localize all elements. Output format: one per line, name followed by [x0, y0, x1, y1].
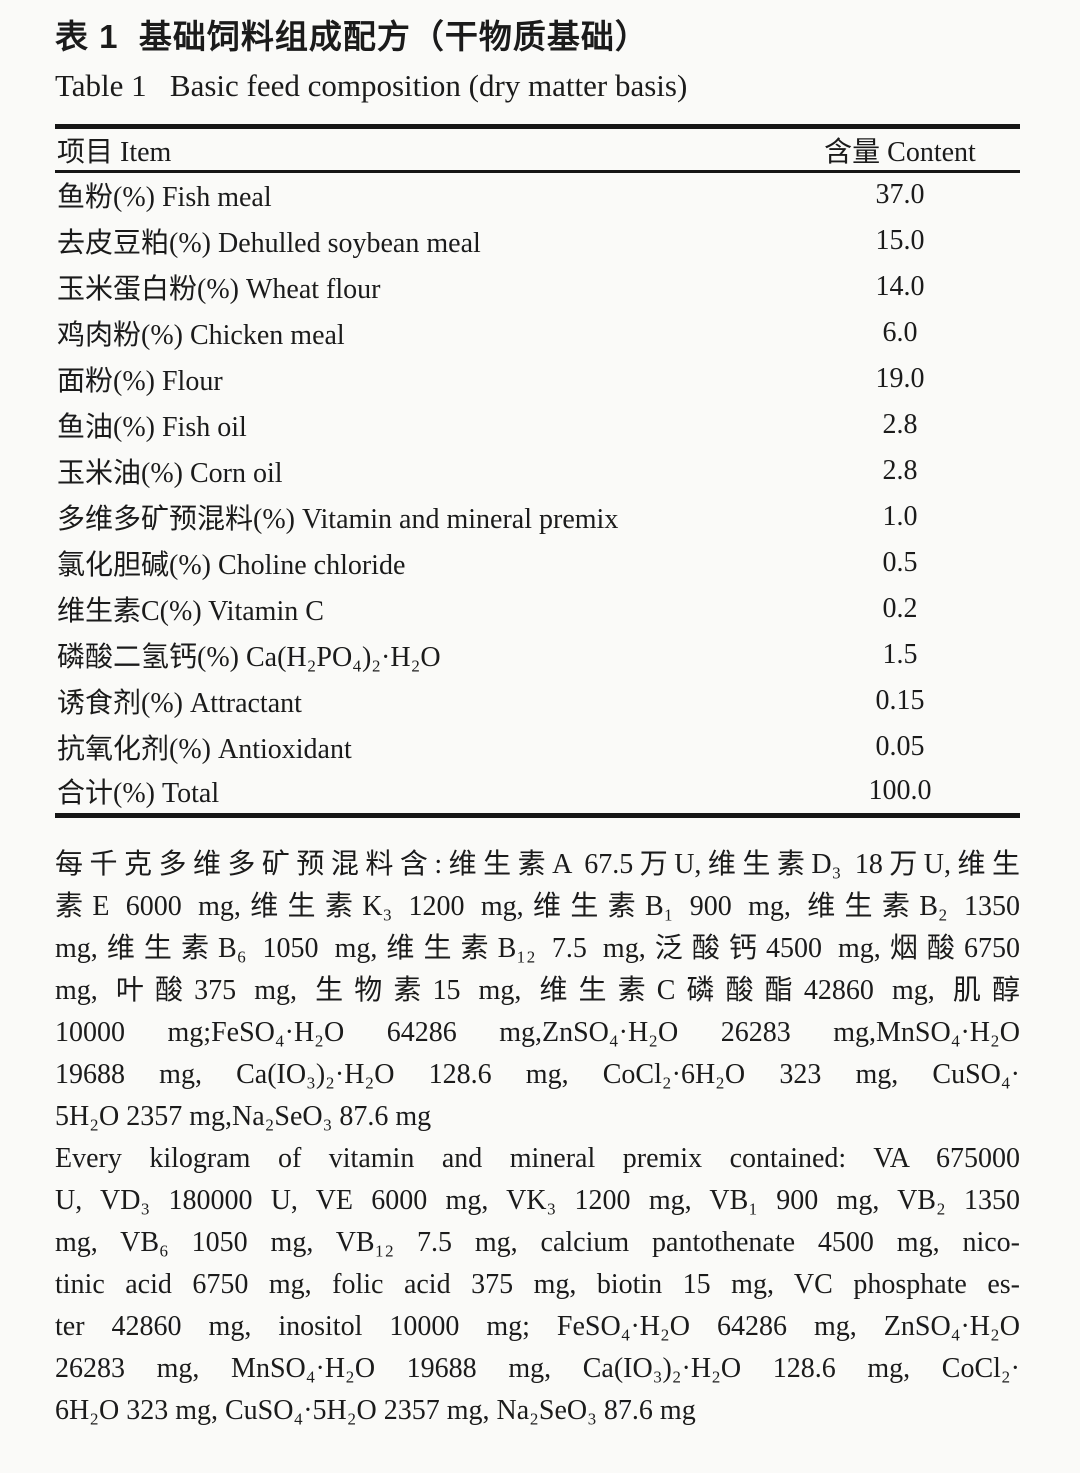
table-row: 鱼油(%) Fish oil 2.8: [55, 402, 1020, 448]
footnote-line: 素E 6000 mg,维生素K₃ 1200 mg,维生素B₁ 900 mg, 维…: [55, 891, 1020, 922]
table-row: 抗氧化剂(%) Antioxidant 0.05: [55, 724, 1020, 770]
footnote-line: ter 42860 mg, inositol 10000 mg; FeSO₄·H…: [55, 1311, 1020, 1342]
value-cell: 14.0: [875, 270, 925, 302]
item-cell: 面粉(%) Flour: [57, 365, 223, 397]
header-content: 含量 Content: [824, 136, 976, 168]
item-cell: 鱼油(%) Fish oil: [57, 411, 247, 443]
item-cell: 合计(%) Total: [57, 778, 220, 810]
header-row: 项目 Item 含量 Content: [55, 127, 1020, 172]
table-row: 鱼粉(%) Fish meal 37.0: [55, 172, 1020, 218]
table-row: 磷酸二氢钙(%) Ca(H₂PO₄)₂·H₂O 1.5: [55, 632, 1020, 678]
value-cell: 0.5: [882, 546, 918, 578]
value-cell: 37.0: [875, 179, 925, 211]
footnote-line: U, VD₃ 180000 U, VE 6000 mg, VK₃ 1200 mg…: [55, 1185, 1020, 1216]
footnote-line: 19688 mg, Ca(IO₃)₂·H₂O 128.6 mg, CoCl₂·6…: [55, 1059, 1020, 1090]
value-cell: 15.0: [875, 224, 925, 256]
footnote-line: mg, VB₆ 1050 mg, VB₁₂ 7.5 mg, calcium pa…: [55, 1227, 1020, 1258]
table-row: 多维多矿预混料(%) Vitamin and mineral premix 1.…: [55, 494, 1020, 540]
footnote-line: 10000 mg;FeSO₄·H₂O 64286 mg,ZnSO₄·H₂O 26…: [55, 1017, 1020, 1048]
table-row: 去皮豆粕(%) Dehulled soybean meal 15.0: [55, 218, 1020, 264]
item-cell: 玉米蛋白粉(%) Wheat flour: [57, 273, 381, 305]
table-title-en: Table 1 Basic feed composition (dry matt…: [55, 68, 688, 103]
item-cell: 玉米油(%) Corn oil: [57, 457, 283, 489]
footnote-line: mg, 叶酸375 mg, 生物素15 mg, 维生素C磷酸酯42860 mg,…: [55, 975, 1020, 1006]
value-cell: 0.2: [882, 592, 918, 624]
value-cell: 6.0: [882, 316, 918, 348]
footnote-zh: 每千克多维多矿预混料含:维生素A 67.5万U,维生素D₃ 18万U,维生 素E…: [55, 844, 1020, 1138]
item-cell: 抗氧化剂(%) Antioxidant: [57, 733, 352, 765]
table-block: 表 1 基础饲料组成配方（干物质基础） Table 1 Basic feed c…: [55, 14, 1020, 1432]
item-cell: 多维多矿预混料(%) Vitamin and mineral premix: [57, 503, 619, 535]
value-cell: 19.0: [875, 362, 925, 394]
item-cell: 维生素C(%) Vitamin C: [57, 595, 324, 627]
footnote-line: mg,维生素B₆ 1050 mg,维生素B₁₂ 7.5 mg,泛酸钙4500 m…: [55, 933, 1020, 964]
value-cell: 100.0: [868, 775, 932, 807]
value-cell: 0.15: [875, 684, 925, 716]
header-item: 项目 Item: [57, 136, 172, 168]
table-row: 诱食剂(%) Attractant 0.15: [55, 678, 1020, 724]
table-row: 氯化胆碱(%) Choline chloride 0.5: [55, 540, 1020, 586]
table-row: 鸡肉粉(%) Chicken meal 6.0: [55, 310, 1020, 356]
footnote-line: 6H₂O 323 mg, CuSO₄·5H₂O 2357 mg, Na₂SeO₃…: [55, 1395, 696, 1426]
value-cell: 2.8: [882, 454, 918, 486]
item-cell: 去皮豆粕(%) Dehulled soybean meal: [57, 227, 481, 259]
item-cell: 氯化胆碱(%) Choline chloride: [57, 549, 406, 581]
footnote-line: tinic acid 6750 mg, folic acid 375 mg, b…: [55, 1269, 1020, 1300]
item-cell: 诱食剂(%) Attractant: [57, 687, 302, 719]
feed-composition-table: 项目 Item 含量 Content 鱼粉(%) Fish meal 37.0 …: [55, 124, 1020, 818]
table-row: 面粉(%) Flour 19.0: [55, 356, 1020, 402]
item-cell: 鸡肉粉(%) Chicken meal: [57, 319, 345, 351]
table-title-zh: 表 1 基础饲料组成配方（干物质基础）: [55, 18, 649, 55]
item-cell: 磷酸二氢钙(%) Ca(H₂PO₄)₂·H₂O: [57, 641, 441, 673]
footnote-line: Every kilogram of vitamin and mineral pr…: [55, 1143, 1020, 1174]
table-body: 鱼粉(%) Fish meal 37.0 去皮豆粕(%) Dehulled so…: [55, 172, 1020, 816]
value-cell: 1.0: [882, 500, 918, 532]
value-cell: 1.5: [882, 638, 918, 670]
item-cell: 鱼粉(%) Fish meal: [57, 182, 272, 214]
table-row: 玉米油(%) Corn oil 2.8: [55, 448, 1020, 494]
table-row: 维生素C(%) Vitamin C 0.2: [55, 586, 1020, 632]
footnote-line: 每千克多维多矿预混料含:维生素A 67.5万U,维生素D₃ 18万U,维生: [55, 849, 1020, 880]
value-cell: 2.8: [882, 408, 918, 440]
table-header: 项目 Item 含量 Content: [55, 127, 1020, 172]
footnote-en: Every kilogram of vitamin and mineral pr…: [55, 1138, 1020, 1432]
footnote-line: 26283 mg, MnSO₄·H₂O 19688 mg, Ca(IO₃)₂·H…: [55, 1353, 1020, 1384]
table-row: 玉米蛋白粉(%) Wheat flour 14.0: [55, 264, 1020, 310]
footnote-line: 5H₂O 2357 mg,Na₂SeO₃ 87.6 mg: [55, 1101, 432, 1132]
table-row: 合计(%) Total 100.0: [55, 770, 1020, 816]
value-cell: 0.05: [875, 730, 925, 762]
